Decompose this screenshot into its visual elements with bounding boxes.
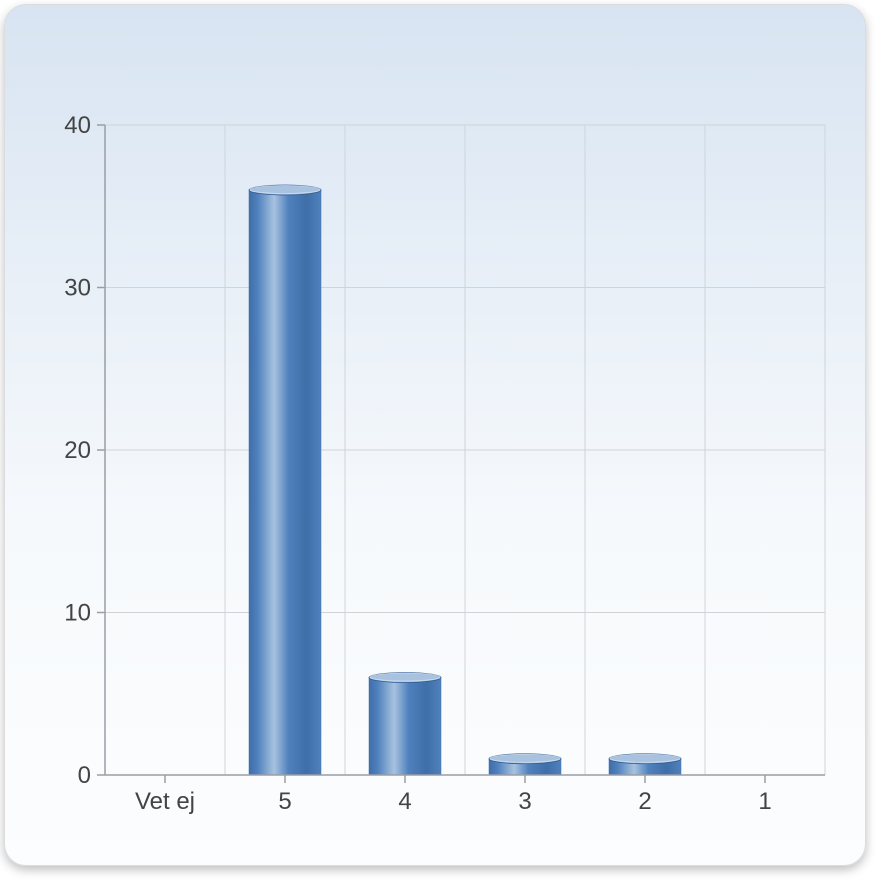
x-tick-label: 1: [758, 788, 771, 815]
y-tick-label: 10: [64, 600, 91, 627]
y-tick-label: 20: [64, 437, 91, 464]
y-tick-label: 0: [78, 762, 91, 789]
bar: [369, 678, 441, 776]
bar: [249, 190, 321, 775]
y-tick-label: 40: [64, 112, 91, 139]
x-tick-label: 2: [638, 788, 651, 815]
chart-card: 0 10 20 30 40 Vet ej 5 4 3 2 1: [4, 4, 866, 866]
x-tick-label: 3: [518, 788, 531, 815]
x-tick-label: Vet ej: [135, 788, 195, 815]
y-tick-label: 30: [64, 275, 91, 302]
x-tick-label: 5: [278, 788, 291, 815]
x-tick-label: 4: [398, 788, 411, 815]
chart-svg-container: 0 10 20 30 40 Vet ej 5 4 3 2 1: [5, 5, 865, 865]
